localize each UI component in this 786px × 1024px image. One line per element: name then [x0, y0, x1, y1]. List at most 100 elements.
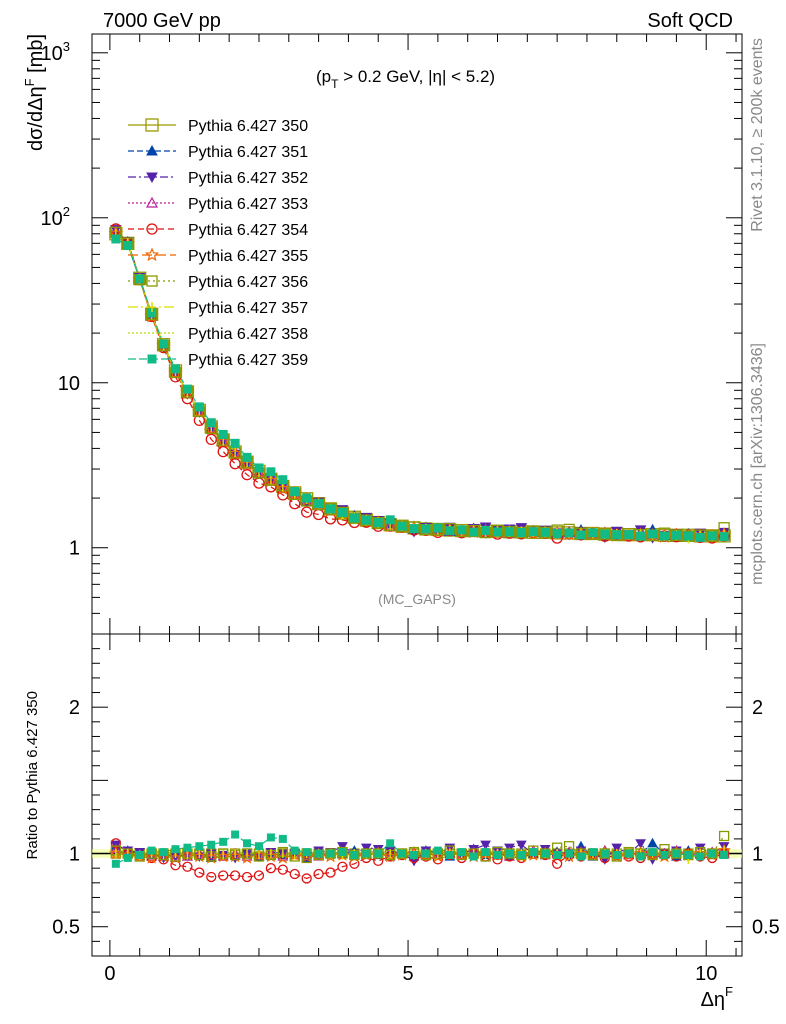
- marker-square-filled: [242, 452, 252, 462]
- marker-square-filled: [433, 846, 442, 855]
- marker-square-filled: [266, 467, 276, 477]
- main-y-tick-label-sup: 3: [63, 39, 70, 54]
- marker-square-filled: [529, 848, 538, 857]
- marker-triangle-down: [635, 839, 646, 849]
- marker-square-filled: [600, 529, 610, 539]
- rivet-label: Rivet 3.1.10, ≥ 200k events: [749, 38, 766, 232]
- marker-square-filled: [147, 846, 156, 855]
- marker-triangle-open: [205, 849, 217, 860]
- marker-square-filled: [207, 840, 216, 849]
- marker-triangle-open: [217, 850, 229, 861]
- marker-circle-open: [241, 469, 253, 481]
- analysis-watermark: (MC_GAPS): [378, 591, 456, 607]
- main-ylabel-pre: dσ/dΔη: [25, 86, 47, 151]
- main-y-tick-label: 103: [41, 39, 70, 65]
- marker-square-filled: [123, 241, 133, 251]
- main-y-tick-label-base: 10: [41, 208, 63, 230]
- marker-circle-open: [265, 863, 277, 874]
- legend-label-4: Pythia 6.427 354: [188, 222, 308, 239]
- ratio-series-line-9: [115, 833, 725, 865]
- marker-square-filled: [720, 851, 729, 860]
- marker-square-open: [145, 118, 159, 132]
- marker-square-filled: [361, 515, 371, 525]
- marker-circle-open: [253, 870, 265, 881]
- marker-square-filled: [719, 532, 729, 542]
- marker-square-filled: [314, 849, 323, 858]
- legend-label-7: Pythia 6.427 357: [188, 300, 308, 317]
- marker-square-filled: [612, 851, 621, 860]
- marker-square-filled: [243, 839, 252, 848]
- marker-circle-open: [205, 433, 217, 446]
- marker-square-filled: [707, 531, 717, 541]
- marker-triangle-down: [480, 840, 491, 851]
- marker-square-filled: [338, 848, 347, 857]
- marker-square-filled: [254, 842, 263, 851]
- main-y-tick-label: 102: [41, 204, 70, 230]
- marker-square-filled: [326, 849, 335, 858]
- marker-triangle-up: [647, 837, 658, 848]
- marker-square-filled: [362, 849, 371, 858]
- cut-annotation: (pT > 0.2 GeV, |η| < 5.2): [316, 67, 495, 91]
- cut-rest: > 0.2 GeV, |η| < 5.2): [338, 67, 495, 86]
- marker-square-filled: [648, 529, 658, 539]
- marker-square-filled: [612, 530, 622, 540]
- marker-square-filled: [386, 839, 395, 848]
- cut-sub: T: [331, 77, 339, 91]
- marker-triangle-up: [146, 144, 158, 156]
- marker-square-filled: [421, 524, 431, 534]
- marker-square-filled: [350, 851, 359, 860]
- beam-label: 7000 GeV pp: [103, 10, 221, 32]
- marker-square-filled: [421, 849, 430, 858]
- marker-square-filled: [672, 849, 681, 858]
- marker-square-filled: [111, 234, 121, 244]
- marker-square-filled: [481, 848, 490, 857]
- marker-star-open: [144, 247, 160, 262]
- marker-square-filled: [695, 532, 705, 542]
- marker-square-filled: [576, 530, 586, 540]
- ratio-y-tick-label-right: 1: [752, 844, 763, 866]
- marker-triangle-open: [145, 196, 159, 208]
- ratio-series-markers: [109, 830, 731, 884]
- ratio-y-tick-label: 1: [69, 844, 80, 866]
- x-axis-ticks: 0 5 10: [104, 34, 737, 985]
- cut-p: (p: [316, 67, 331, 86]
- ratio-series-line-4: [115, 842, 725, 880]
- marker-square-filled: [493, 851, 502, 860]
- marker-circle-open: [301, 873, 312, 884]
- legend-label-5: Pythia 6.427 355: [188, 248, 308, 265]
- marker-square-filled: [576, 852, 585, 861]
- marker-square-filled: [135, 851, 144, 860]
- marker-square-open: [146, 275, 158, 287]
- ratio-series-line-7: [115, 850, 725, 861]
- x-tick-label: 10: [695, 963, 717, 985]
- marker-square-filled: [410, 851, 419, 860]
- marker-square-filled: [540, 527, 550, 537]
- marker-square-filled: [231, 830, 240, 839]
- marker-square-filled: [445, 526, 455, 536]
- marker-square-filled: [290, 486, 300, 496]
- marker-square-filled: [504, 527, 514, 537]
- marker-square-filled: [505, 849, 514, 858]
- marker-square-filled: [564, 528, 574, 538]
- main-series-markers: [108, 223, 732, 544]
- xlabel-sup: F: [725, 984, 733, 999]
- legend-label-0: Pythia 6.427 350: [188, 118, 308, 135]
- ratio-y-tick-label-right: 0.5: [752, 917, 780, 939]
- ratio-axis-ticks: 0.5 0.5 1 1 2 2: [52, 648, 780, 942]
- marker-square-filled: [648, 848, 657, 857]
- marker-square-filled: [278, 475, 288, 485]
- marker-square-filled: [696, 852, 705, 861]
- marker-square-filled: [671, 530, 681, 540]
- marker-square-filled: [326, 504, 336, 514]
- legend-label-6: Pythia 6.427 356: [188, 274, 308, 291]
- marker-square-filled: [469, 852, 478, 861]
- marker-square-filled: [600, 849, 609, 858]
- marker-square-filled: [195, 842, 204, 851]
- marker-square-filled: [624, 849, 633, 858]
- legend-label-9: Pythia 6.427 359: [188, 352, 308, 369]
- marker-circle-open: [229, 870, 241, 881]
- marker-square-filled: [147, 354, 157, 364]
- marker-square-filled: [171, 845, 180, 854]
- main-ylabel-sup: F: [22, 78, 37, 86]
